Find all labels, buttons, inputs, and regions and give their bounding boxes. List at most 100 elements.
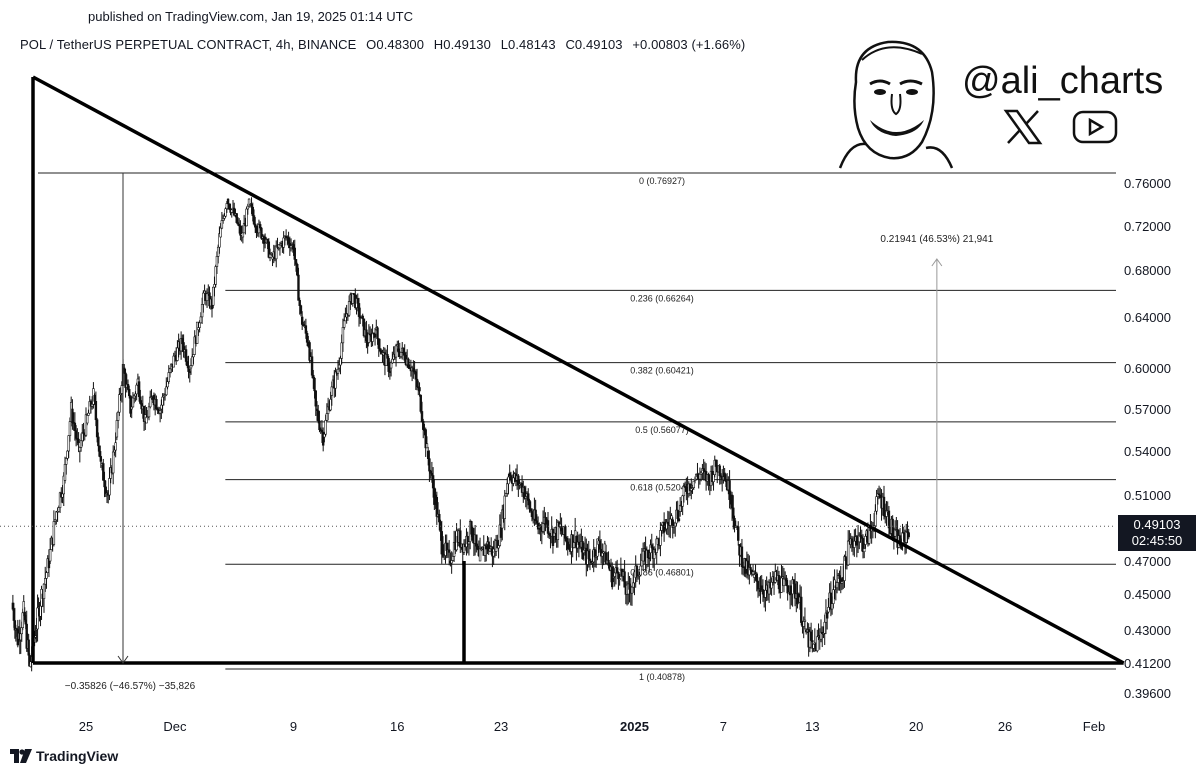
candle-body [220,220,224,229]
candle-body [135,384,138,395]
candle-body [176,347,179,361]
candle-body [641,550,645,562]
candle-body [506,483,509,494]
candle-body [73,422,77,431]
candle-body [774,571,777,583]
candle-body [414,371,418,380]
candle-body [802,621,805,627]
ohlc-high: H0.49130 [433,37,491,52]
symbol-title[interactable]: POL / TetherUS PERPETUAL CONTRACT, 4h, B… [20,37,357,52]
candle-body [396,344,399,347]
candle-body [607,559,610,566]
candle-body [356,298,359,304]
candle-body [635,565,639,578]
descending-triangle[interactable] [31,75,1125,665]
candle-body [158,410,162,414]
candle-body [394,345,398,358]
candle-body [212,286,215,306]
candle-body [339,358,342,366]
ohlc-low: L0.48143 [500,37,556,52]
y-tick-label: 0.41200 [1124,656,1171,671]
candle-body [235,213,238,223]
candle-body [44,578,47,585]
candle-body [485,545,488,550]
candle-body [415,378,419,388]
measure-up-label: 0.21941 (46.53%) 21,941 [880,234,993,245]
candle-body [260,227,263,239]
candle-body [603,543,607,553]
price-axis[interactable]: 0.76000 0.72000 0.68000 0.64000 0.60000 0.570… [1124,176,1171,701]
candle-body [293,247,296,260]
candle-body [755,573,758,582]
candle-body [55,511,58,521]
candle-body [329,398,332,411]
candle-body [123,367,126,374]
candle-body [48,549,52,562]
candle-body [191,356,194,366]
candle-body [613,572,616,577]
candle-body [160,404,163,410]
candle-body [187,365,190,372]
measure-down-label: −0.35826 (−46.57%) −35,826 [65,681,196,692]
x-tick-label: Feb [1083,719,1105,734]
candle-body [770,581,773,589]
candle-body [155,399,158,410]
candle-body [66,450,69,459]
measure-tools[interactable]: −0.35826 (−46.57%) −35,826 0.21941 (46.53… [0,173,1116,692]
tradingview-wordmark: TradingView [36,748,119,764]
x-tick-label: 25 [79,719,93,734]
tradingview-footer[interactable]: TradingView [10,748,118,764]
candle-body [282,237,285,248]
candle-body [199,316,203,324]
candle-body [184,349,188,362]
candle-body [129,395,132,414]
candle-body [546,520,550,534]
y-tick-label: 0.60000 [1124,361,1171,376]
fibonacci-retracement[interactable]: 0 (0.76927) 0.236 (0.66264) 0.382 (0.60421… [38,172,1116,682]
candle-body [702,468,705,472]
candle-body [289,245,293,249]
candle-body [670,515,673,520]
candle-body [669,518,672,526]
candle-body [466,535,469,545]
symbol-legend: POL / TetherUS PERPETUAL CONTRACT, 4h, B… [20,37,751,52]
fib-level-label: 0.786 (0.46801) [630,567,694,577]
candle-body [751,571,755,575]
candle-body [342,320,346,328]
time-axis[interactable]: 25 Dec 9 16 23 2025 7 13 20 26 Feb [79,719,1105,734]
candle-body [764,589,767,598]
candle-body [891,518,894,537]
candle-body [359,316,362,319]
candle-body [905,531,908,543]
candle-body [660,525,663,531]
candle-body [718,465,721,477]
x-tick-label: 13 [805,719,819,734]
candle-body [161,396,164,406]
candle-body [893,529,897,537]
candle-body [377,338,380,349]
candle-body [593,549,597,558]
candle-body [785,577,788,586]
candle-body [792,579,796,585]
candle-body [840,581,844,584]
candle-body [62,475,65,495]
youtube-icon[interactable] [1072,110,1118,144]
candle-body [418,387,421,392]
candle-body [247,198,251,207]
candle-body [203,290,206,294]
candle-body [324,420,327,435]
candle-body [86,415,89,424]
x-logo-icon[interactable] [1002,108,1044,146]
candle-body [853,540,856,548]
candle-body [692,480,695,488]
candle-body [582,549,586,554]
candle-body [402,347,405,354]
candle-body [376,327,379,340]
candle-body [846,540,850,566]
candle-body [833,579,836,590]
candle-body [57,507,61,512]
candle-body [816,636,819,652]
candle-body [749,567,752,571]
candle-body [378,348,382,351]
